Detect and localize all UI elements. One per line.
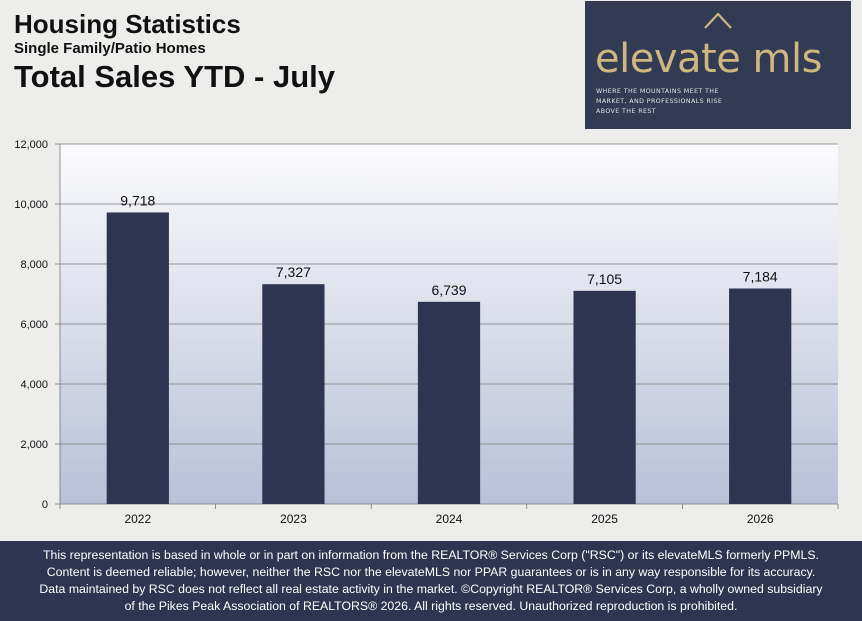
bar: [417, 301, 481, 504]
page-title: Housing Statistics: [14, 9, 241, 39]
mountain-peak-icon: [704, 12, 732, 29]
logo-tagline: WHERE THE MOUNTAINS MEET THE MARKET, AND…: [596, 87, 736, 117]
data-label: 9,718: [120, 192, 155, 208]
page-subtitle: Single Family/Patio Homes: [14, 40, 206, 57]
y-tick-label: 2,000: [20, 439, 48, 451]
logo-tagline-line: MARKET, AND PROFESSIONALS RISE: [596, 98, 723, 105]
y-tick-label: 10,000: [14, 199, 48, 211]
x-tick-label: 2023: [280, 512, 307, 526]
data-label: 7,105: [587, 271, 622, 287]
logo-tagline-line: ABOVE THE REST: [596, 108, 657, 115]
disclaimer-line: This representation is based in whole or…: [43, 548, 819, 562]
disclaimer-footer: This representation is based in whole or…: [0, 541, 862, 621]
y-tick-label: 0: [42, 499, 48, 511]
y-tick-label: 4,000: [20, 379, 48, 391]
x-tick-label: 2025: [591, 512, 618, 526]
data-label: 7,184: [743, 268, 778, 284]
disclaimer-line: Data maintained by RSC does not reflect …: [39, 582, 823, 596]
y-tick-label: 12,000: [14, 139, 48, 151]
elevate-mls-logo: elevate mls WHERE THE MOUNTAINS MEET THE…: [585, 1, 851, 129]
bar: [262, 284, 325, 504]
x-tick-label: 2026: [747, 512, 774, 526]
chart-heading: Total Sales YTD - July: [14, 59, 336, 94]
y-tick-label: 8,000: [20, 259, 48, 271]
bar: [106, 212, 169, 504]
x-tick-label: 2022: [124, 512, 151, 526]
y-tick-label: 6,000: [20, 319, 48, 331]
header: Housing Statistics Single Family/Patio H…: [14, 8, 335, 96]
logo-tagline-line: WHERE THE MOUNTAINS MEET THE: [596, 88, 719, 95]
data-label: 7,327: [276, 264, 311, 280]
disclaimer-line: of the Pikes Peak Association of REALTOR…: [124, 599, 738, 613]
bar: [729, 288, 792, 504]
bar-chart: 0 2,000 4,000 6,000 8,000 10,000 12,000 2022 20…: [14, 139, 839, 526]
disclaimer-line: Content is deemed reliable; however, nei…: [46, 565, 816, 579]
data-label: 6,739: [431, 282, 466, 298]
logo-brand-text: elevate mls: [595, 36, 822, 82]
bar: [573, 290, 636, 504]
x-tick-label: 2024: [436, 512, 463, 526]
